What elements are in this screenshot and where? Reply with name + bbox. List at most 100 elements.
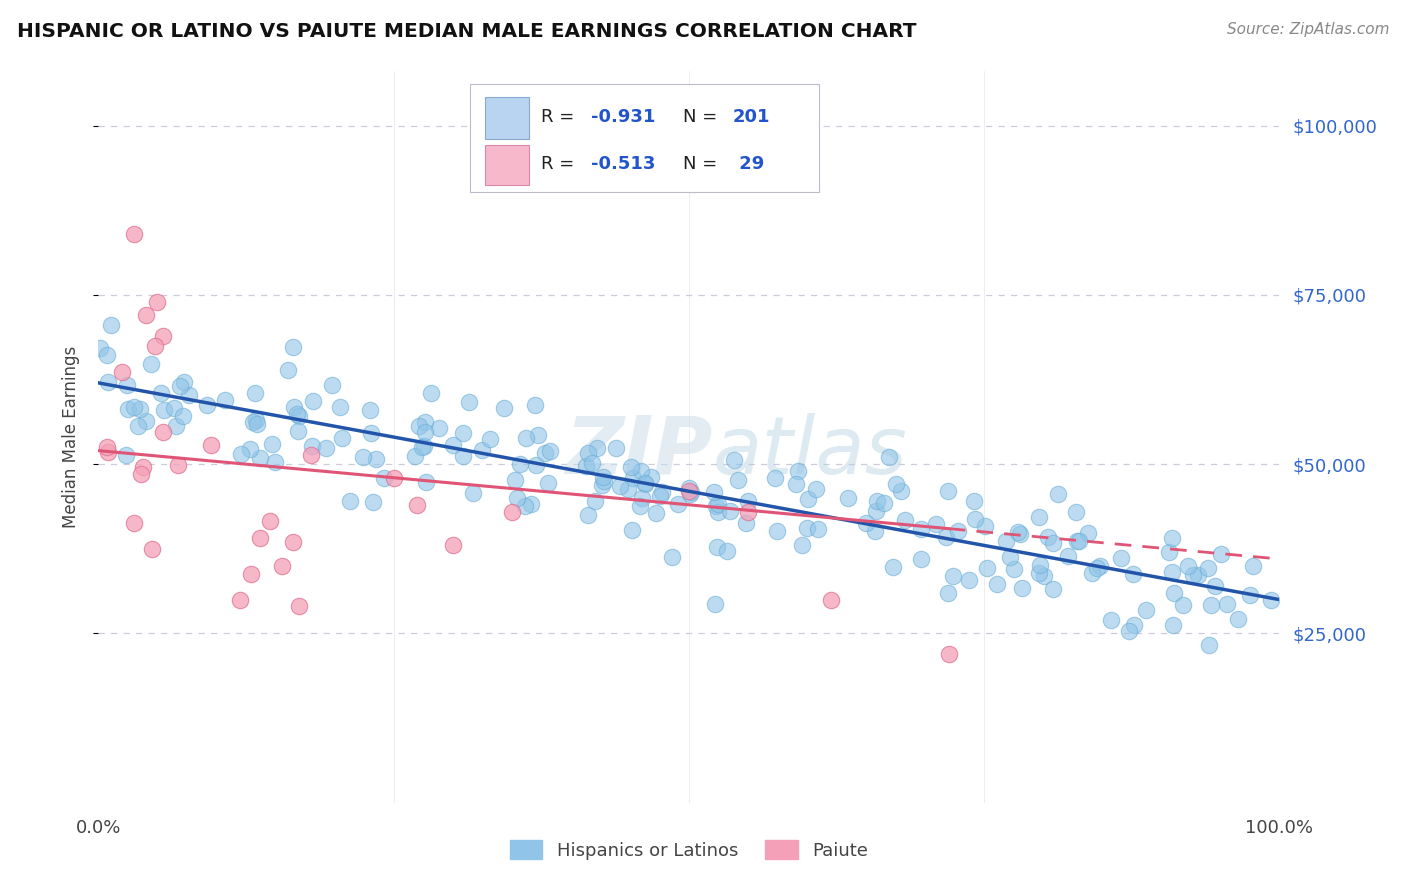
Point [259,514,281,528]
Point [413,439,436,453]
Point [152,329,174,343]
Point [229,447,252,461]
Point [942,569,965,583]
Point [315,442,337,456]
Point [666,496,689,510]
Point [287,409,309,423]
Point [1161,565,1184,579]
Point [837,491,859,505]
Point [591,478,613,492]
Point [411,441,433,455]
Point [723,453,745,467]
Bar [485,145,530,185]
Point [413,425,436,440]
Point [124,401,146,415]
Point [1077,525,1099,540]
Point [640,470,662,484]
Point [651,485,673,500]
Point [96,347,118,361]
Point [153,402,176,417]
Point [938,647,960,661]
Point [97,445,120,459]
Point [239,442,262,456]
Bar [485,97,530,139]
Point [173,375,195,389]
Point [1239,588,1261,602]
Point [89,341,111,355]
Point [451,425,474,440]
Point [628,500,651,514]
Point [583,494,606,508]
Point [1243,558,1265,573]
Point [737,505,759,519]
Point [281,340,304,354]
Point [537,476,560,491]
Point [894,513,917,527]
Point [249,531,271,545]
Point [1008,527,1031,541]
Point [122,516,145,531]
Point [135,414,157,428]
Point [339,493,361,508]
Point [299,448,322,462]
Point [117,401,139,416]
Point [162,401,184,416]
Point [578,445,600,459]
Point [1085,561,1108,575]
Point [863,524,886,538]
Point [501,505,523,519]
Text: 201: 201 [733,108,770,126]
Point [785,477,807,491]
Point [948,524,970,539]
Point [146,294,169,309]
Point [631,491,654,505]
Point [471,443,494,458]
Point [427,421,450,435]
Point [706,540,728,554]
Point [884,476,907,491]
Point [169,379,191,393]
Point [288,599,311,614]
Point [1066,534,1088,549]
Point [1177,558,1199,573]
Point [513,499,536,513]
Point [285,407,308,421]
Point [1002,561,1025,575]
Point [1204,579,1226,593]
Point [957,573,980,587]
Point [461,485,484,500]
Point [578,508,600,522]
Point [910,552,932,566]
Point [679,487,702,501]
Point [1047,487,1070,501]
Point [763,471,786,485]
Point [1011,581,1033,595]
Point [360,426,382,441]
Point [271,559,294,574]
Point [264,455,287,469]
Point [141,541,163,556]
Point [150,386,173,401]
FancyBboxPatch shape [471,84,818,192]
Text: N =: N = [683,155,723,173]
Point [605,441,627,455]
Point [865,504,887,518]
Point [766,524,789,539]
Point [1227,612,1250,626]
Point [249,451,271,466]
Text: R =: R = [541,155,581,173]
Point [352,450,374,465]
Point [737,494,759,508]
Point [575,458,598,473]
Point [934,531,956,545]
Point [704,499,727,513]
Point [796,491,818,506]
Point [581,456,603,470]
Point [1036,530,1059,544]
Point [1197,561,1219,575]
Point [200,438,222,452]
Text: HISPANIC OR LATINO VS PAIUTE MEDIAN MALE EARNINGS CORRELATION CHART: HISPANIC OR LATINO VS PAIUTE MEDIAN MALE… [17,22,917,41]
Point [243,385,266,400]
Text: 29: 29 [733,155,763,173]
Point [925,516,948,531]
